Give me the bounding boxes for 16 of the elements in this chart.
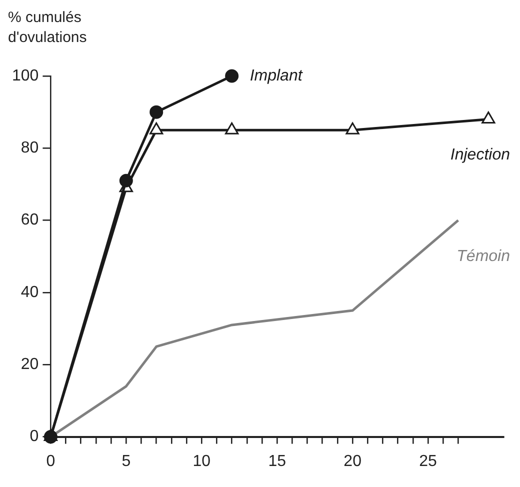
y-tick-label: 60 — [20, 212, 39, 229]
y-axis-title: % cumulés d'ovulations — [8, 8, 88, 48]
x-tick-label: 15 — [268, 452, 286, 470]
y-tick-label: 80 — [20, 140, 39, 157]
x-tick-label: 25 — [419, 452, 438, 470]
y-tick-label: 40 — [20, 284, 39, 301]
series-label: Injection — [450, 146, 510, 164]
y-tick-label: 20 — [20, 356, 39, 374]
x-tick-label: 0 — [46, 452, 56, 470]
x-tick-label: 20 — [344, 452, 362, 470]
series-label: Témoin — [456, 248, 510, 265]
series-label: Implant — [250, 67, 303, 84]
y-tick-label: 0 — [30, 428, 39, 446]
y-tick-label: 100 — [12, 67, 39, 84]
x-tick-label: 5 — [122, 452, 131, 470]
x-tick-label: 10 — [192, 452, 211, 470]
